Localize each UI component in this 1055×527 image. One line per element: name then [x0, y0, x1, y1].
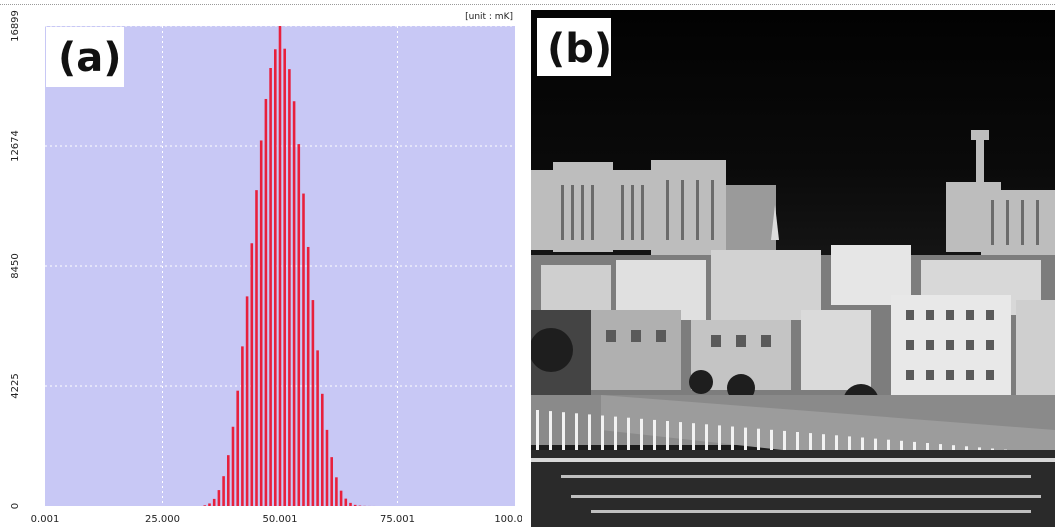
y-tick-label: 16899 — [10, 10, 21, 42]
histogram-panel: 0.001 25.000 50.001 75.001 100.001 16899 12674… — [0, 0, 522, 527]
panel-label-box — [46, 27, 124, 87]
histogram-bar — [222, 476, 225, 506]
histogram-bar — [255, 190, 258, 507]
histogram-bar — [241, 346, 244, 506]
histogram-bar — [250, 243, 254, 506]
unit-label: [unit : mK] — [465, 12, 513, 22]
histogram-bar — [264, 98, 268, 506]
histogram-bar — [316, 350, 319, 506]
histogram-bar — [349, 502, 352, 506]
x-tick-label: 75.001 — [380, 514, 415, 525]
histogram-bar — [297, 144, 301, 506]
histogram-bar — [330, 457, 333, 506]
tower-windows — [561, 180, 1039, 245]
x-tick-label: 50.001 — [263, 514, 298, 525]
histogram-bar — [269, 68, 272, 506]
histogram-bar — [306, 246, 310, 507]
top-divider-line — [0, 4, 1055, 5]
histogram-bar — [259, 140, 263, 506]
y-tick-label: 4225 — [10, 373, 21, 398]
panel-label-a: (a) — [58, 35, 122, 81]
histogram-bar — [302, 193, 305, 506]
histogram-bar — [217, 490, 221, 506]
building-windows — [606, 310, 994, 380]
histogram-bar — [321, 393, 324, 506]
histogram-bar — [288, 69, 291, 506]
axis-ticks: 0.001 25.000 50.001 75.001 100.001 16899 12674… — [10, 10, 522, 525]
histogram-bar — [278, 26, 282, 506]
histogram-bar — [245, 296, 249, 506]
y-tick-label: 8450 — [10, 253, 21, 278]
foreground-structure — [531, 450, 1055, 527]
x-tick-label: 0.001 — [31, 514, 60, 525]
histogram-bar — [274, 49, 277, 507]
histogram-bar — [212, 498, 216, 506]
histogram-chart: 0.001 25.000 50.001 75.001 100.001 16899 12674… — [10, 10, 522, 525]
histogram-bar — [203, 505, 207, 506]
histogram-bar — [231, 426, 235, 506]
histogram-bars — [203, 26, 376, 507]
histogram-bar — [335, 477, 338, 506]
thermal-image-panel: (b) — [531, 10, 1055, 527]
histogram-bar — [208, 503, 211, 506]
histogram-bar — [227, 455, 230, 506]
y-tick-label: 12674 — [10, 130, 21, 162]
panel-label-box-inner — [537, 18, 611, 76]
distant-towers — [531, 130, 1055, 260]
x-tick-label: 100.001 — [494, 514, 522, 525]
y-tick-label: 0 — [10, 503, 21, 509]
histogram-bar — [353, 504, 357, 506]
histogram-bar — [292, 101, 296, 507]
histogram-bar — [236, 390, 239, 506]
histogram-bar — [339, 490, 343, 506]
panel-label-b: (b) — [547, 26, 612, 72]
thermal-cityscape-image: (b) — [531, 10, 1055, 527]
histogram-bar — [311, 300, 315, 506]
histogram-bar — [344, 498, 348, 506]
histogram-bar — [325, 429, 329, 506]
histogram-bar — [283, 48, 286, 507]
x-tick-label: 25.000 — [145, 514, 180, 525]
